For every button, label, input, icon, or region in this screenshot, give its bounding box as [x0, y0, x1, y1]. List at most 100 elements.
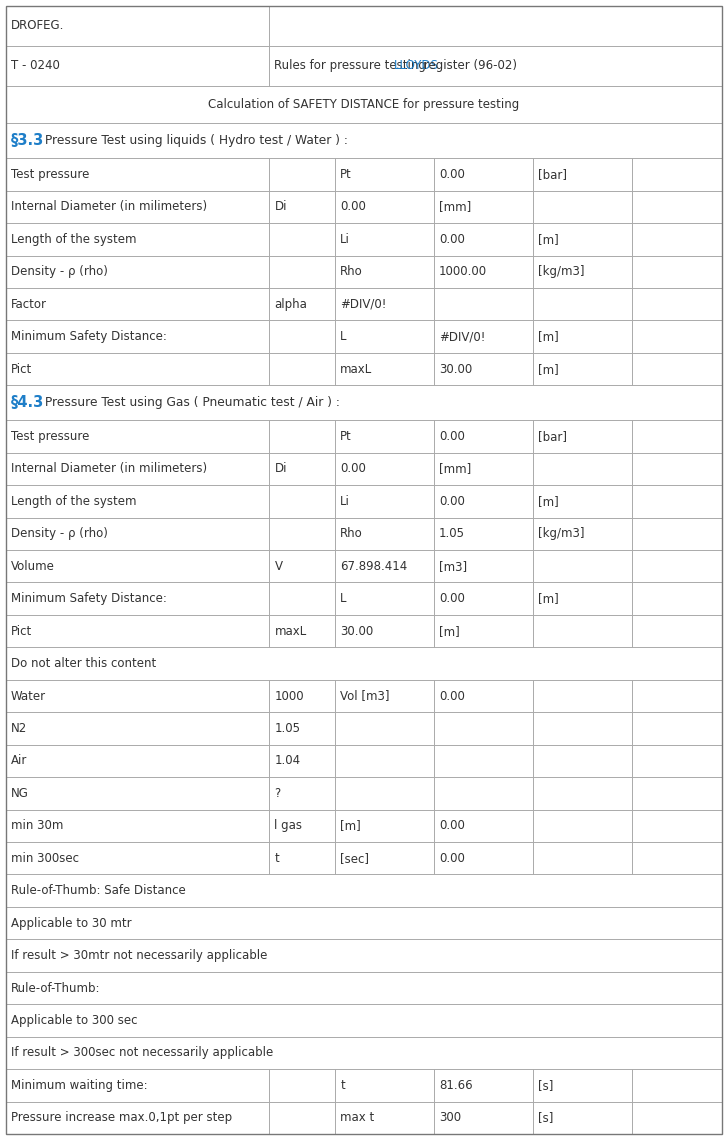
Bar: [434, 223, 533, 255]
Text: Pict: Pict: [11, 625, 32, 637]
Text: [m]: [m]: [341, 820, 361, 832]
Bar: [269, 1069, 336, 1101]
Text: Minimum Safety Distance:: Minimum Safety Distance:: [11, 331, 167, 343]
Text: Applicable to 30 mtr: Applicable to 30 mtr: [11, 917, 132, 929]
Text: DROFEG.: DROFEG.: [11, 19, 64, 32]
Bar: [632, 421, 722, 453]
Bar: [434, 809, 533, 842]
Bar: [533, 549, 632, 583]
Text: [kg/m3]: [kg/m3]: [538, 528, 585, 540]
Text: Test pressure: Test pressure: [11, 430, 90, 443]
Bar: [632, 486, 722, 518]
Bar: [632, 1101, 722, 1134]
Bar: [434, 353, 533, 385]
Bar: [434, 614, 533, 648]
Text: max t: max t: [341, 1112, 375, 1124]
Bar: [269, 679, 336, 712]
Text: Di: Di: [274, 463, 287, 475]
Bar: [6, 518, 269, 549]
Bar: [336, 549, 434, 583]
Bar: [269, 421, 336, 453]
Bar: [533, 518, 632, 549]
Bar: [336, 158, 434, 190]
Bar: [269, 288, 336, 320]
Bar: [632, 288, 722, 320]
Text: Applicable to 300 sec: Applicable to 300 sec: [11, 1013, 138, 1027]
Text: [mm]: [mm]: [439, 201, 472, 213]
Text: 1.05: 1.05: [439, 528, 465, 540]
Text: [sec]: [sec]: [341, 852, 369, 865]
Bar: [632, 223, 722, 255]
Bar: [434, 486, 533, 518]
Text: Density - ρ (rho): Density - ρ (rho): [11, 528, 108, 540]
Text: [m]: [m]: [439, 625, 460, 637]
Text: Li: Li: [341, 233, 350, 246]
Text: Pressure Test using liquids ( Hydro test / Water ) :: Pressure Test using liquids ( Hydro test…: [41, 135, 348, 147]
Text: Density - ρ (rho): Density - ρ (rho): [11, 266, 108, 278]
Bar: [533, 255, 632, 288]
Text: [m]: [m]: [538, 592, 558, 605]
Text: 30.00: 30.00: [341, 625, 373, 637]
Bar: [533, 712, 632, 744]
Text: l gas: l gas: [274, 820, 303, 832]
Text: Pt: Pt: [341, 168, 352, 181]
Text: 1.04: 1.04: [274, 755, 301, 767]
Bar: [336, 320, 434, 353]
Bar: [434, 679, 533, 712]
Text: 30.00: 30.00: [439, 363, 472, 375]
Bar: [434, 453, 533, 486]
Bar: [434, 549, 533, 583]
Text: Li: Li: [341, 495, 350, 508]
Text: [m]: [m]: [538, 363, 558, 375]
Text: [s]: [s]: [538, 1112, 553, 1124]
Bar: [632, 744, 722, 777]
Bar: [269, 614, 336, 648]
Bar: [336, 421, 434, 453]
Bar: [269, 320, 336, 353]
Bar: [434, 320, 533, 353]
Bar: [269, 453, 336, 486]
Bar: [6, 385, 722, 421]
Text: Length of the system: Length of the system: [11, 495, 137, 508]
Text: N2: N2: [11, 722, 27, 735]
Bar: [6, 255, 269, 288]
Text: #DIV/0!: #DIV/0!: [341, 298, 387, 311]
Bar: [336, 614, 434, 648]
Text: Air: Air: [11, 755, 28, 767]
Text: Minimum waiting time:: Minimum waiting time:: [11, 1078, 148, 1092]
Text: [s]: [s]: [538, 1078, 553, 1092]
Text: Rules for pressure testing: Rules for pressure testing: [274, 59, 430, 73]
Bar: [269, 255, 336, 288]
Text: Vol [m3]: Vol [m3]: [341, 690, 390, 702]
Bar: [632, 353, 722, 385]
Bar: [6, 712, 269, 744]
Text: 0.00: 0.00: [341, 201, 366, 213]
Bar: [632, 583, 722, 614]
Bar: [269, 518, 336, 549]
Bar: [434, 712, 533, 744]
Bar: [632, 549, 722, 583]
Bar: [434, 158, 533, 190]
Text: Pressure Test using Gas ( Pneumatic test / Air ) :: Pressure Test using Gas ( Pneumatic test…: [41, 397, 340, 409]
Bar: [336, 1101, 434, 1134]
Bar: [533, 744, 632, 777]
Bar: [533, 1069, 632, 1101]
Bar: [269, 809, 336, 842]
Bar: [434, 583, 533, 614]
Bar: [632, 518, 722, 549]
Bar: [434, 777, 533, 809]
Bar: [6, 1069, 269, 1101]
Bar: [269, 353, 336, 385]
Text: 0.00: 0.00: [439, 168, 465, 181]
Bar: [632, 320, 722, 353]
Text: ?: ?: [274, 787, 281, 800]
Text: If result > 300sec not necessarily applicable: If result > 300sec not necessarily appli…: [11, 1047, 273, 1059]
Bar: [533, 288, 632, 320]
Text: alpha: alpha: [274, 298, 307, 311]
Bar: [269, 223, 336, 255]
Bar: [336, 712, 434, 744]
Bar: [632, 777, 722, 809]
Bar: [434, 190, 533, 223]
Text: t: t: [341, 1078, 345, 1092]
Text: 0.00: 0.00: [439, 820, 465, 832]
